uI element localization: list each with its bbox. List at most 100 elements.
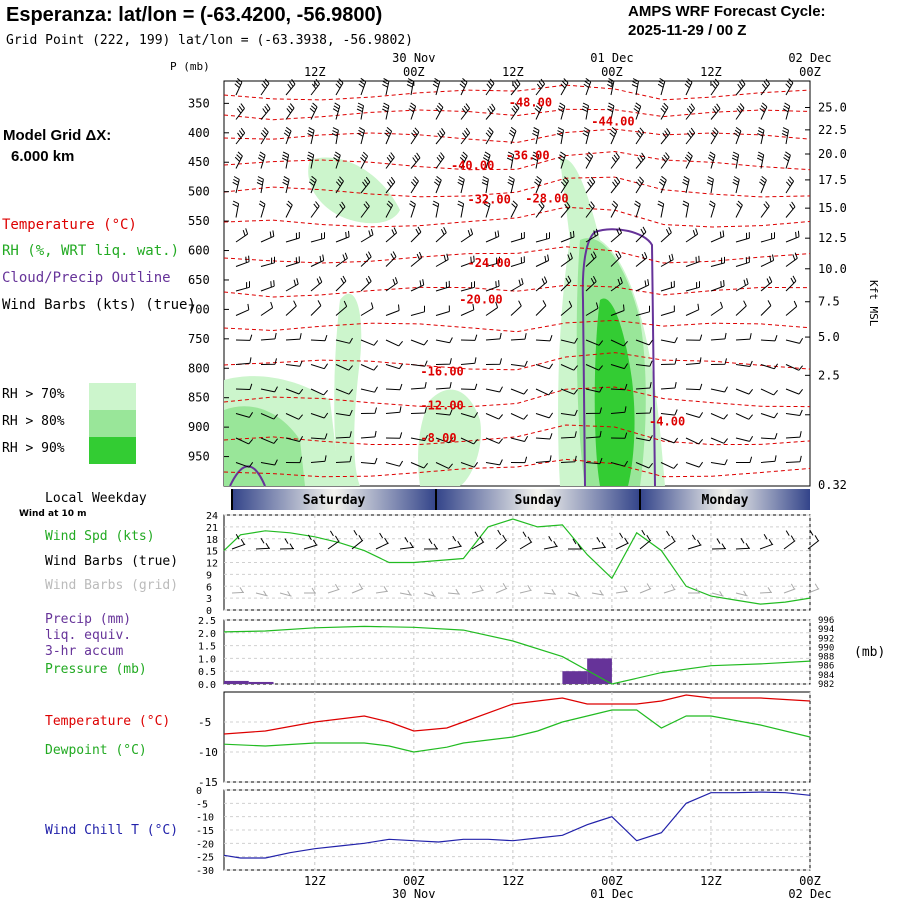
wind-barbs-grid-label: Wind Barbs (grid)	[45, 578, 179, 593]
wind-barb	[410, 251, 423, 267]
wind-barb	[485, 230, 500, 243]
wind-barb	[710, 332, 727, 341]
wind-barb	[360, 302, 374, 316]
wind-barb	[735, 232, 750, 243]
wind-barb	[483, 200, 491, 218]
isotherm-label: -24.00	[467, 256, 510, 270]
isotherm-label: -40.00	[451, 158, 494, 172]
wind-barb	[285, 300, 297, 316]
model-grid-value: 6.000 km	[11, 148, 75, 165]
wind-barb	[785, 176, 795, 194]
wind-barb	[410, 279, 425, 292]
wind-barb	[310, 201, 320, 218]
wind-barb	[310, 276, 323, 292]
windchill-label: Wind Chill T (°C)	[45, 823, 179, 838]
wind-barb-true	[783, 530, 796, 550]
wind-barb-grid	[423, 591, 436, 597]
wind-barb-grid	[279, 590, 292, 597]
wind-barb	[457, 200, 465, 218]
precip-bar	[224, 680, 249, 684]
temperature-line	[223, 694, 811, 735]
wind-barb	[235, 228, 249, 243]
wind-barb	[585, 151, 594, 169]
wind-barb	[685, 383, 703, 391]
model-grid-label: Model Grid ΔX:	[3, 127, 112, 144]
wind-barb	[582, 127, 590, 145]
wind-barb-grid	[615, 585, 628, 594]
wind-barb	[235, 303, 250, 316]
dewpoint-label: Dewpoint (°C)	[45, 743, 147, 758]
pressure-tick-label: 750	[188, 332, 210, 346]
wind-barb	[358, 77, 367, 96]
wind-barb	[657, 200, 665, 218]
wind-barb	[760, 254, 775, 267]
page-title: Esperanza: lat/lon = (-63.4200, -56.9800…	[6, 4, 383, 26]
wind-speed-tick-label: 6	[206, 582, 212, 593]
wind-barb	[710, 78, 720, 96]
wind-barb	[760, 78, 770, 96]
windchill-tick-label: -20	[196, 839, 214, 850]
wind-barb	[457, 176, 465, 194]
wind-barb	[783, 151, 791, 169]
wind-barb	[408, 102, 417, 120]
wind-barb	[535, 412, 554, 419]
precip-pressure-panel-frame	[223, 619, 811, 685]
wind-barb	[560, 230, 575, 243]
wind-barb-true	[447, 535, 462, 550]
rh70-swatch	[89, 383, 136, 410]
wind-barb	[460, 412, 479, 418]
weekday-label: Sunday	[515, 493, 562, 508]
time-tick-label-top: 00Z	[799, 65, 821, 79]
rh-shade-region	[418, 389, 481, 486]
wind-barb	[360, 364, 378, 371]
isotherm-line	[223, 386, 811, 408]
wind-barb	[406, 78, 414, 96]
wind-barb	[331, 127, 339, 145]
weekday-segment	[640, 489, 810, 510]
wind-barbs-true-label: Wind Barbs (true)	[45, 554, 179, 569]
wind-barb-true	[423, 538, 439, 550]
wind-barb	[385, 363, 404, 370]
wind-barb	[735, 79, 746, 96]
wind-barb	[782, 102, 791, 120]
isotherm-label: -20.00	[459, 293, 502, 307]
pressure-tick-label: 550	[188, 214, 210, 228]
wind-barb	[535, 232, 550, 243]
wind-speed-tick-label: 18	[206, 535, 218, 546]
wind-barb	[610, 200, 619, 218]
legend-temperature: Temperature (°C)	[2, 217, 137, 233]
wind-barb	[685, 255, 700, 267]
wind-barb	[585, 339, 604, 346]
wind-barb	[310, 78, 320, 96]
wind-barb	[232, 176, 240, 194]
wind-barb	[506, 151, 515, 169]
wind-barb	[460, 303, 475, 316]
wind-barb	[435, 226, 447, 243]
wind-barb	[710, 127, 719, 145]
precip-tick-label: 1.0	[198, 654, 216, 665]
precip-bar	[587, 658, 612, 684]
wind-barb	[335, 78, 344, 96]
wind-barb	[635, 407, 652, 414]
wind-barb	[635, 462, 653, 469]
wind-barb	[731, 151, 740, 169]
wind-barb	[510, 103, 520, 120]
windchill-tick-label: -25	[196, 853, 214, 864]
wind-barb	[535, 335, 553, 342]
wind-barb-true	[495, 529, 508, 550]
wind-barb	[735, 413, 753, 420]
wind-barb	[635, 382, 652, 390]
legend-cloud: Cloud/Precip Outline	[2, 270, 171, 286]
wind-barb-true	[711, 538, 727, 550]
wind-barb	[435, 253, 449, 267]
wind-barb	[760, 388, 778, 396]
wind-barb	[781, 127, 789, 145]
precip-tick-label: 0.0	[198, 680, 216, 691]
pressure-tick-label: 994	[818, 625, 834, 635]
height-tick-label: 2.5	[818, 368, 840, 382]
wind-barb	[685, 281, 700, 292]
wind-barb	[485, 78, 495, 96]
precip-liq-label: liq. equiv.	[45, 628, 132, 643]
grid-point-label: Grid Point (222, 199) lat/lon = (-63.393…	[6, 33, 413, 48]
wind-barb	[335, 337, 353, 344]
